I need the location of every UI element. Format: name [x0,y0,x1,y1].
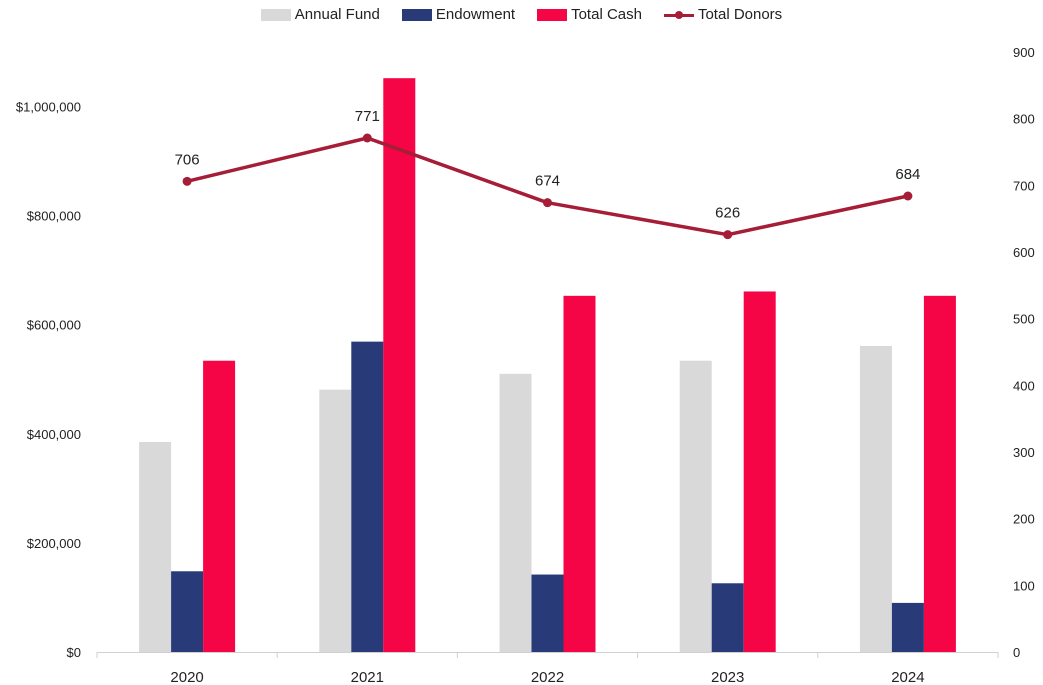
bar-annual-fund-2020 [139,442,172,652]
legend-label-total-cash: Total Cash [571,6,642,23]
x-tick-label: 2022 [531,669,564,685]
legend-swatch-total-cash [537,8,568,21]
left-tick-label: $0 [67,645,81,660]
legend-item-total-donors: Total Donors [663,6,783,23]
left-tick-label: $200,000 [27,536,81,551]
right-tick-label: 800 [1013,112,1035,127]
point-total-donors-2024 [903,191,913,201]
x-axis: 2020 2021 2022 2023 2024 [96,652,999,685]
bar-total-cash-2021 [383,78,416,652]
x-tick-label: 2024 [891,669,924,685]
bar-total-cash-2024 [923,295,956,652]
data-label-total-donors: 706 [175,151,200,168]
donor-line-series: 706 771 674 626 684 [175,108,920,240]
right-tick-label: 300 [1013,445,1035,460]
right-tick-label: 200 [1013,512,1035,527]
right-tick-label: 100 [1013,578,1035,593]
legend-label-endowment: Endowment [435,6,516,23]
point-total-donors-2021 [362,133,372,143]
right-tick-label: 700 [1013,178,1035,193]
bar-annual-fund-2024 [859,346,892,652]
bar-total-cash-2020 [203,360,236,652]
legend-item-total-cash: Total Cash [537,6,642,23]
legend-swatch-annual-fund [260,8,291,21]
point-total-donors-2022 [543,198,552,208]
left-tick-label: $600,000 [27,318,81,333]
point-total-donors-2023 [723,230,733,240]
bar-endowment-2023 [711,583,744,652]
legend-label-annual-fund: Annual Fund [294,6,380,23]
left-tick-label: $800,000 [27,209,81,224]
legend-swatch-endowment [401,8,432,21]
right-tick-label: 400 [1013,378,1035,393]
chart-legend: Annual Fund Endowment Total Cash Total D… [0,6,1043,23]
legend-label-total-donors: Total Donors [697,6,783,23]
right-tick-label: 600 [1013,245,1035,260]
bar-total-cash-2022 [563,295,596,652]
right-tick-label: 900 [1013,45,1035,60]
left-tick-label: $1,000,000 [16,100,81,115]
point-total-donors-2020 [182,176,192,186]
bar-series [139,78,956,652]
data-label-total-donors: 674 [535,173,560,190]
data-label-total-donors: 684 [895,166,920,183]
right-tick-label: 0 [1013,645,1020,660]
right-axis: 0 100 200 300 400 500 600 700 800 900 [1013,45,1035,660]
left-tick-label: $400,000 [27,427,81,442]
bar-endowment-2020 [171,571,204,652]
x-tick-label: 2021 [351,669,384,685]
bar-annual-fund-2023 [679,360,712,652]
legend-item-endowment: Endowment [401,6,516,23]
legend-item-annual-fund: Annual Fund [260,6,380,23]
data-label-total-donors: 771 [355,108,380,125]
x-tick-label: 2023 [711,669,744,685]
bar-endowment-2022 [531,574,564,652]
bar-annual-fund-2021 [319,389,352,652]
data-label-total-donors: 626 [715,205,740,222]
legend-swatch-total-donors [663,9,694,21]
bar-total-cash-2023 [743,291,776,652]
x-tick-label: 2020 [170,669,203,685]
bar-endowment-2021 [351,341,384,652]
right-tick-label: 500 [1013,312,1035,327]
bar-annual-fund-2022 [499,373,532,652]
bar-endowment-2024 [891,602,924,652]
left-axis: $0 $200,000 $400,000 $600,000 $800,000 $1,000… [16,100,81,660]
